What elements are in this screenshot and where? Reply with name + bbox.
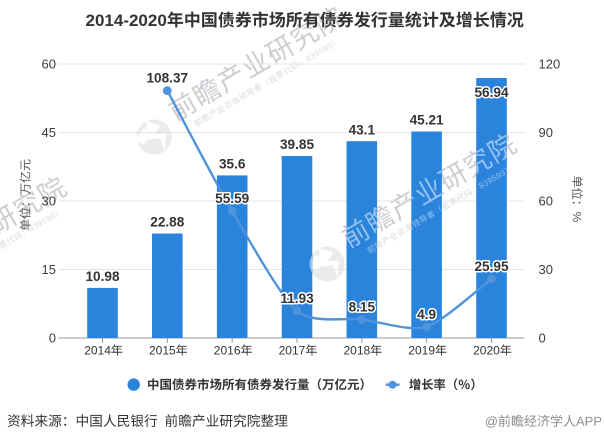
svg-text:120: 120 [539,57,561,72]
svg-text:10.98: 10.98 [85,269,119,284]
svg-text:2020: 2020 [473,344,500,358]
svg-text:11.93: 11.93 [280,291,314,306]
svg-text:2014-2020: 2014-2020 [86,11,167,30]
svg-text:108.37: 108.37 [147,71,189,86]
svg-text:60: 60 [42,57,56,72]
svg-text:30: 30 [539,262,553,277]
svg-text:56.94: 56.94 [474,85,508,100]
svg-text:4.9: 4.9 [417,307,436,322]
svg-text:2019: 2019 [408,344,435,358]
svg-text:45: 45 [42,125,56,140]
svg-text:35.6: 35.6 [219,157,246,172]
svg-text:25.95: 25.95 [474,259,508,274]
svg-text:22.88: 22.88 [150,215,184,230]
svg-text:8.15: 8.15 [349,299,376,314]
svg-text:2018: 2018 [344,344,371,358]
svg-text:30: 30 [42,194,56,209]
svg-text:0: 0 [49,331,56,346]
svg-text:2017: 2017 [279,344,306,358]
svg-text:55.59: 55.59 [215,191,249,206]
svg-text:2016: 2016 [214,344,241,358]
svg-text:43.1: 43.1 [349,122,376,137]
svg-text:0: 0 [539,331,546,346]
svg-text:2014: 2014 [84,344,111,358]
svg-text:2015: 2015 [149,344,176,358]
svg-text:90: 90 [539,125,553,140]
svg-text:39.85: 39.85 [280,137,314,152]
svg-text:45.21: 45.21 [410,113,444,128]
svg-text:60: 60 [539,194,553,209]
svg-text:15: 15 [42,262,56,277]
